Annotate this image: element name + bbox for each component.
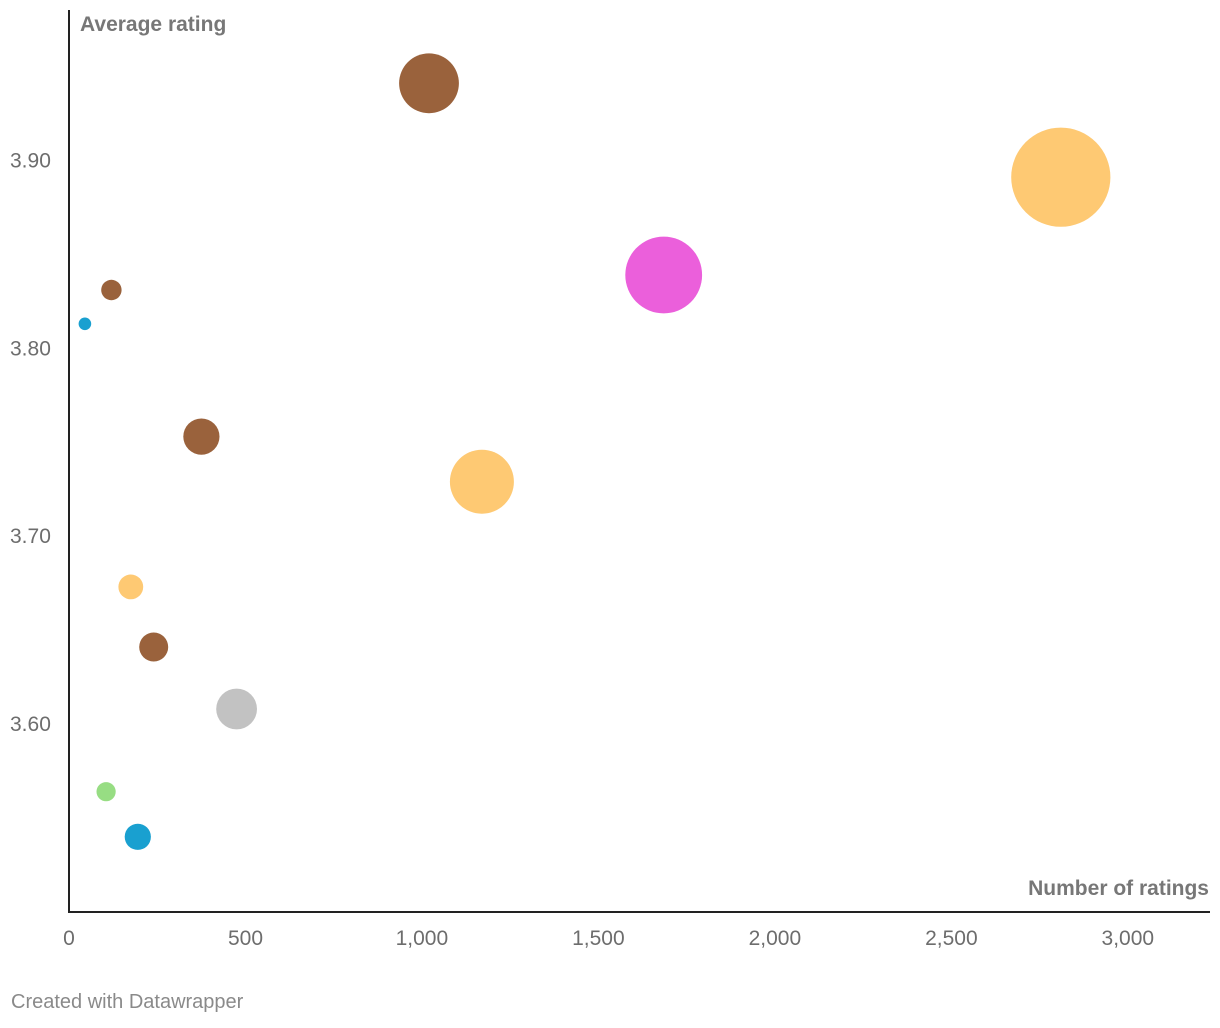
- data-point[interactable]: [183, 418, 220, 455]
- data-point[interactable]: [96, 782, 116, 802]
- data-point[interactable]: [1011, 127, 1111, 227]
- x-tick-label: 2,500: [925, 927, 978, 950]
- y-axis-title: Average rating: [80, 13, 226, 36]
- x-tick-labels: 0 500 1,000 1,500 2,000 2,500 3,000: [63, 927, 1154, 950]
- y-tick-label: 3.80: [10, 337, 51, 360]
- y-tick-label: 3.60: [10, 713, 51, 736]
- x-axis-title: Number of ratings: [1028, 877, 1209, 900]
- x-tick-label: 2,000: [749, 927, 802, 950]
- data-point[interactable]: [625, 236, 703, 314]
- data-point[interactable]: [78, 317, 92, 331]
- x-tick-label: 500: [228, 927, 263, 950]
- bubble-chart: 3.60 3.70 3.80 3.90 0 500 1,000 1,500 2,000 2,50…: [10, 10, 1210, 950]
- datawrapper-credit: Created with Datawrapper: [11, 991, 244, 1013]
- y-tick-labels: 3.60 3.70 3.80 3.90: [10, 149, 51, 736]
- x-tick-label: 1,000: [396, 927, 449, 950]
- data-point[interactable]: [124, 823, 151, 850]
- x-tick-label: 0: [63, 927, 75, 950]
- data-point[interactable]: [399, 53, 459, 114]
- x-tick-label: 3,000: [1102, 927, 1155, 950]
- data-point[interactable]: [449, 449, 514, 514]
- data-point[interactable]: [139, 632, 169, 662]
- x-tick-label: 1,500: [572, 927, 625, 950]
- data-point[interactable]: [118, 574, 144, 600]
- data-point[interactable]: [101, 279, 122, 301]
- y-tick-label: 3.90: [10, 149, 51, 172]
- y-tick-label: 3.70: [10, 525, 51, 548]
- points-layer: [78, 53, 1111, 850]
- data-point[interactable]: [216, 688, 257, 730]
